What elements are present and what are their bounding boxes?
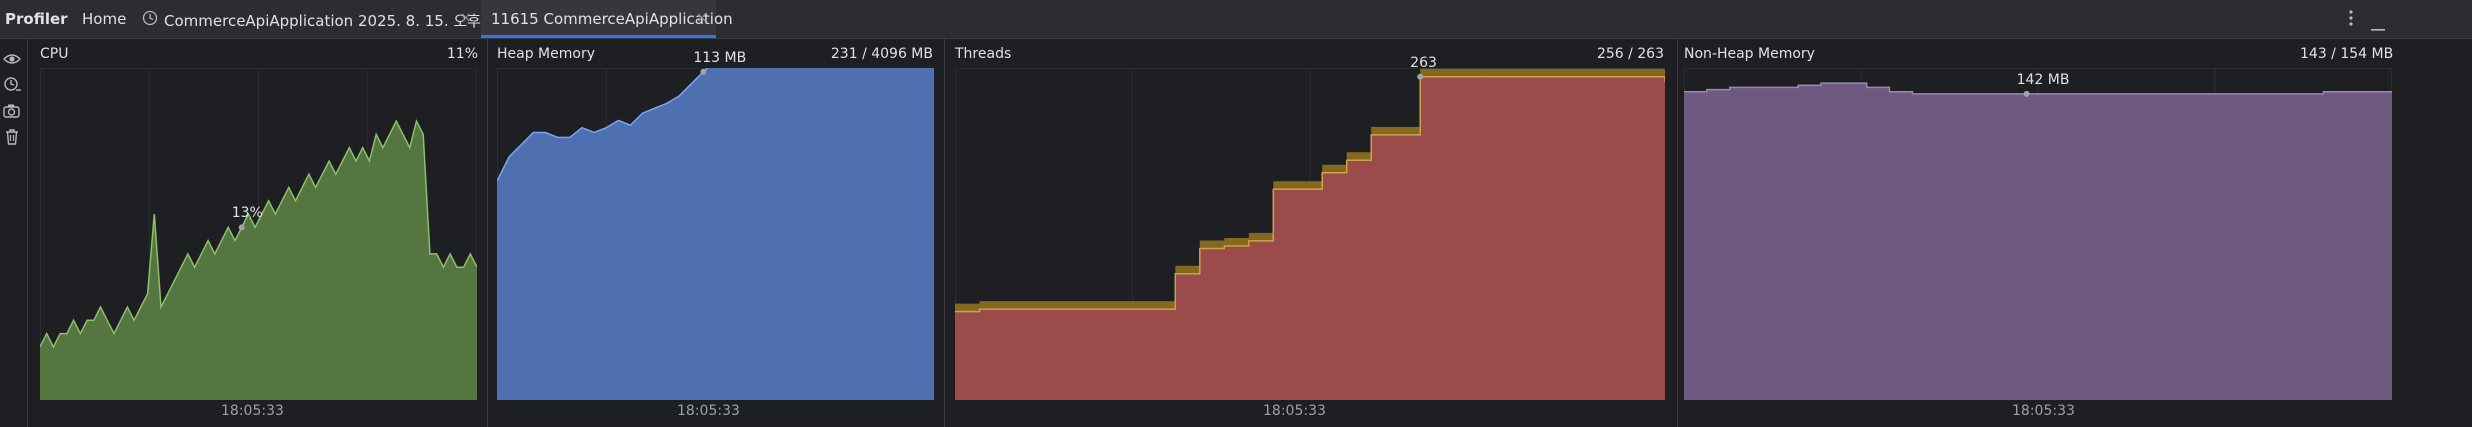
- panel-divider[interactable]: [944, 39, 945, 427]
- profiler-side-toolbar: [0, 39, 28, 427]
- value-marker-dot: [2023, 90, 2030, 97]
- cpu-chart-value-label: 13%: [231, 205, 263, 222]
- profiler-toolbar: Profiler Home CommerceApiApplication 202…: [0, 0, 2472, 39]
- heap-time-label: 18:05:33: [677, 403, 740, 419]
- camera-icon[interactable]: [2, 101, 24, 123]
- threads-panel-title: Threads: [955, 46, 1012, 62]
- threads-chart[interactable]: [955, 68, 1665, 400]
- tab-home-label: Home: [82, 10, 127, 28]
- heap-panel-title: Heap Memory: [497, 46, 595, 62]
- value-marker-dot: [1417, 73, 1424, 80]
- heap-panel-value: 231 / 4096 MB: [830, 46, 933, 62]
- eye-icon[interactable]: [2, 49, 24, 71]
- minimize-icon[interactable]: [2371, 17, 2385, 36]
- heap-usage-line: [497, 68, 709, 182]
- cpu-chart[interactable]: [40, 68, 477, 400]
- heap-usage-area: [497, 68, 934, 400]
- non-heap-panel-value: 143 / 154 MB: [2300, 46, 2394, 62]
- trash-icon[interactable]: [2, 127, 24, 149]
- more-vertical-icon[interactable]: [2348, 9, 2354, 31]
- non-heap-usage-line: [1684, 82, 2392, 95]
- value-marker-dot: [700, 68, 707, 75]
- cpu-usage-area: [40, 121, 477, 400]
- tab-snapshot-close-icon[interactable]: ×: [460, 10, 472, 26]
- heap-chart-value-label: 113 MB: [693, 49, 747, 66]
- cpu-panel-title: CPU: [40, 46, 69, 62]
- tab-live-process-close-icon[interactable]: ×: [696, 10, 708, 26]
- threads-live-area: [955, 76, 1665, 400]
- value-marker-dot: [238, 224, 245, 231]
- non-heap-chart-value-label: 142 MB: [2016, 71, 2070, 88]
- threads-chart-value-label: 263: [1410, 54, 1437, 71]
- snapshot-clock-icon: [142, 10, 158, 26]
- panel-divider[interactable]: [1677, 39, 1678, 427]
- threads-panel-value: 256 / 263: [1596, 46, 1664, 62]
- tab-home[interactable]: Home: [72, 0, 132, 38]
- threads-live-line: [955, 76, 1665, 313]
- heap-memory-chart[interactable]: [497, 68, 934, 400]
- tab-snapshot[interactable]: CommerceApiApplication 2025. 8. 15. 오후 5…: [132, 0, 519, 38]
- non-heap-panel-title: Non-Heap Memory: [1684, 46, 1815, 62]
- tab-live-process[interactable]: 11615 CommerceApiApplication ×: [481, 0, 733, 38]
- non-heap-memory-chart[interactable]: [1684, 68, 2392, 400]
- profiler-title: Profiler: [5, 10, 68, 28]
- non-heap-time-label: 18:05:33: [2012, 403, 2075, 419]
- tab-live-process-label: 11615 CommerceApiApplication: [491, 10, 733, 28]
- cpu-panel-value: 11%: [446, 46, 478, 62]
- tab-snapshot-label: CommerceApiApplication 2025. 8. 15. 오후 5…: [164, 12, 520, 30]
- cpu-time-label: 18:05:33: [221, 403, 284, 419]
- cpu-snapshot-icon[interactable]: [2, 75, 24, 97]
- threads-time-label: 18:05:33: [1263, 403, 1326, 419]
- cpu-usage-line: [40, 118, 477, 349]
- panel-divider[interactable]: [487, 39, 488, 427]
- non-heap-usage-area: [1684, 83, 2392, 400]
